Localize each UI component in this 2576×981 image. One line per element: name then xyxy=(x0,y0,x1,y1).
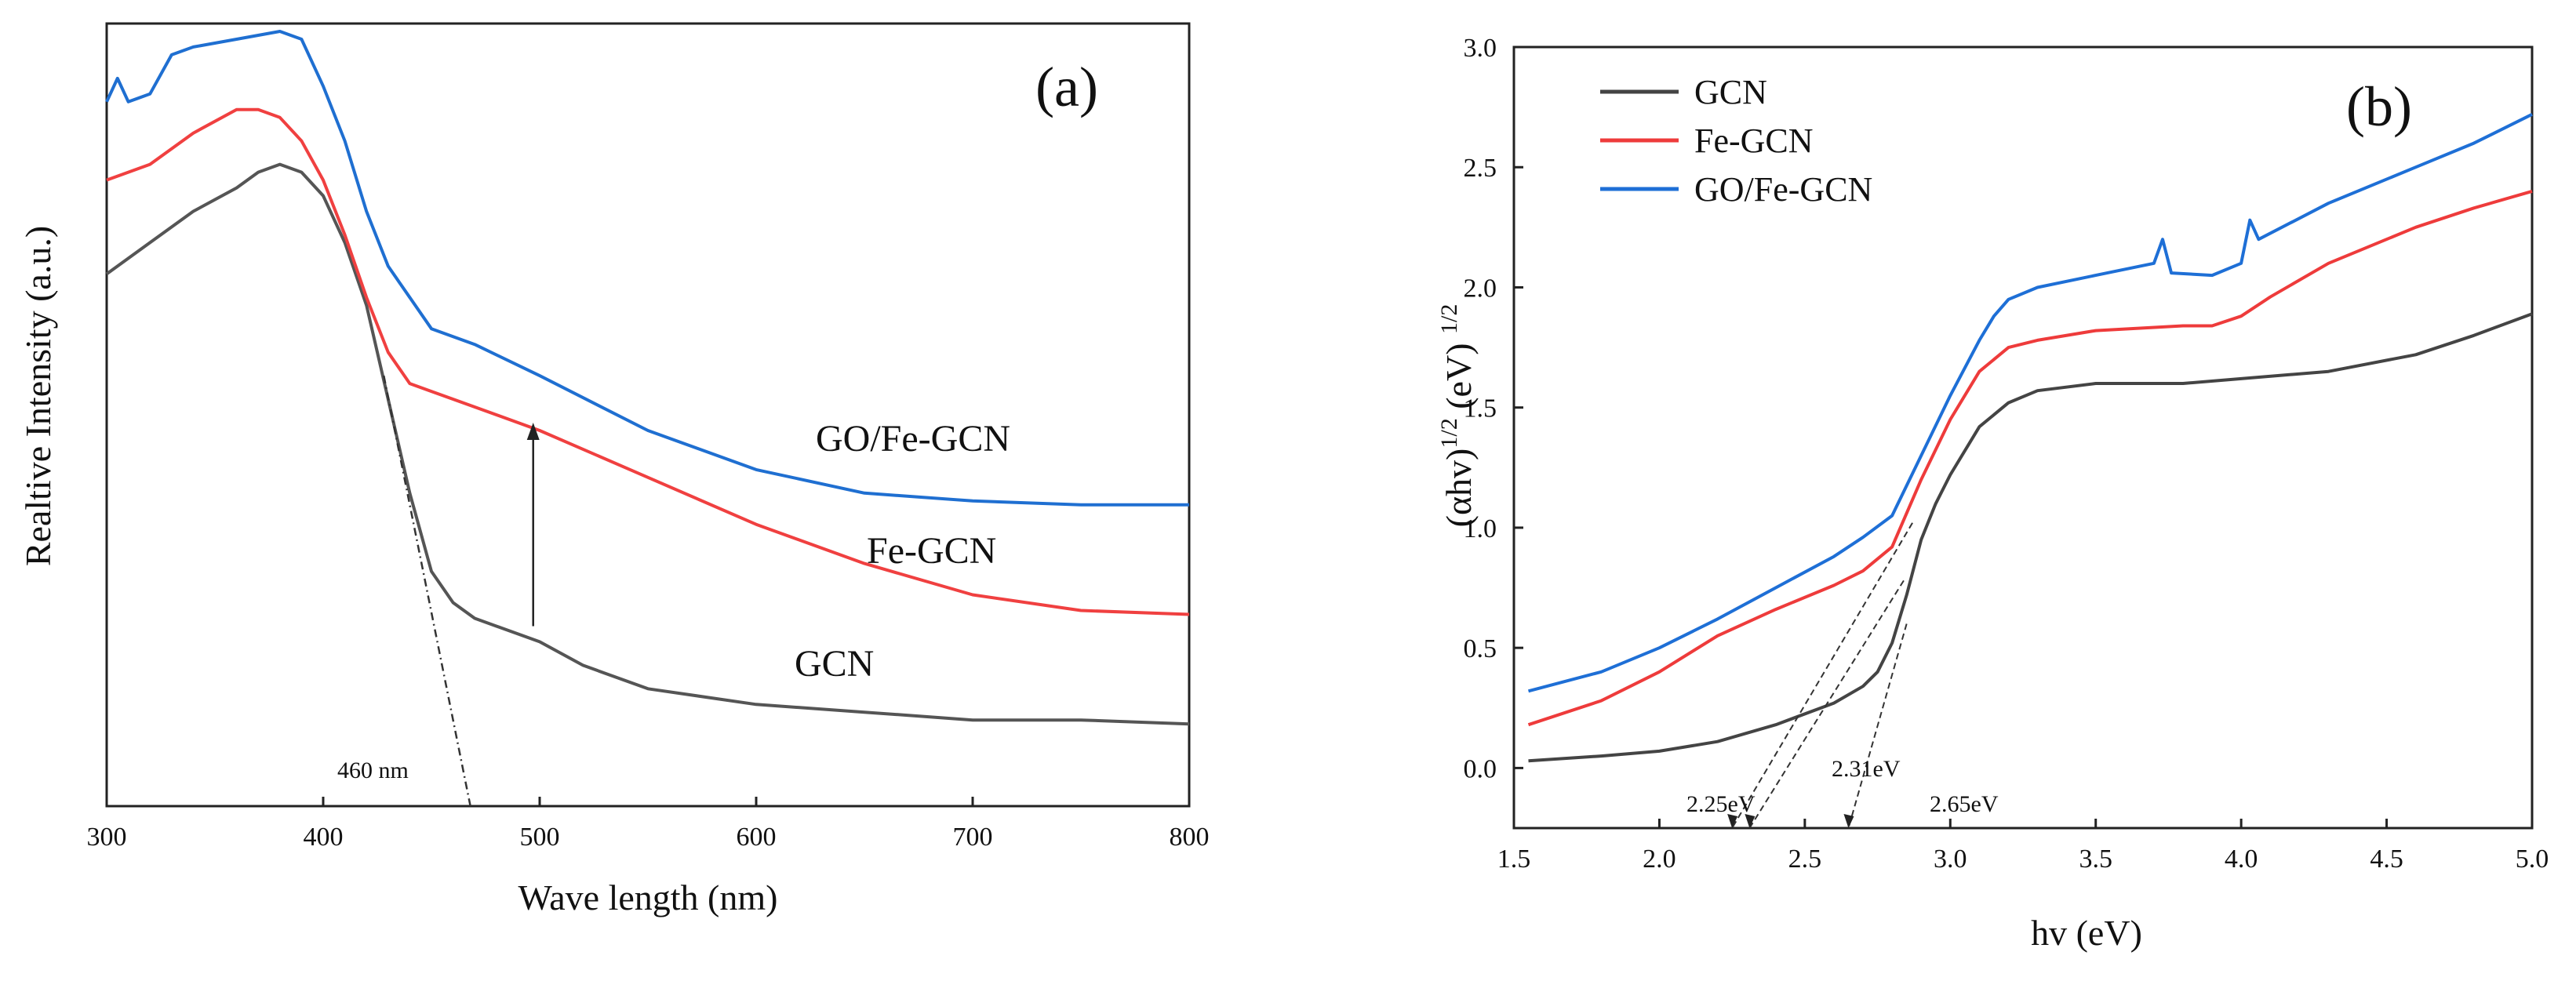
annotation-b-2-31ev: 2.31eV xyxy=(1832,756,1901,782)
arrow-head-a xyxy=(526,422,540,440)
series-line-a-fe-gcn xyxy=(106,107,1190,616)
y-tick-label-b-1.5: 1.5 xyxy=(1464,394,1497,423)
tangent-line-a xyxy=(383,375,471,807)
x-tick-label-b-4.5: 4.5 xyxy=(2370,845,2403,874)
tangent-line-b-2 xyxy=(1847,623,1908,829)
x-tick-label-a-800: 800 xyxy=(1170,823,1210,852)
x-tick-label-a-700: 700 xyxy=(953,823,993,852)
panel-label-a: (a) xyxy=(1035,56,1098,118)
x-tick-label-a-500: 500 xyxy=(520,823,560,852)
x-axis-title-b: hv (eV) xyxy=(2031,913,2142,953)
tangent-arrowhead-b-0 xyxy=(1727,814,1738,828)
x-ticks-a: 300 400 500 600 700 800 xyxy=(87,797,1210,852)
x-tick-label-b-5.0: 5.0 xyxy=(2516,845,2549,874)
tangent-arrowhead-b-1 xyxy=(1745,814,1756,828)
series-label-gcn: GCN xyxy=(795,643,874,685)
series-line-a-gcn xyxy=(105,162,1190,726)
series-lines-b xyxy=(1527,113,2533,763)
plot-frame-a xyxy=(105,22,1191,808)
y-tick-label-b-0.0: 0.0 xyxy=(1464,754,1497,783)
annotations-b: 2.25eV 2.31eV 2.65eV xyxy=(1686,522,1999,829)
y-axis-title-sup2: 1/2 xyxy=(1436,304,1462,334)
annotation-b-2-65ev: 2.65eV xyxy=(1930,791,1999,817)
annotation-460nm: 460 nm xyxy=(337,758,409,783)
x-tick-label-b-4.0: 4.0 xyxy=(2225,845,2258,874)
x-tick-label-b-3.5: 3.5 xyxy=(2079,845,2112,874)
tangent-line-b-1 xyxy=(1748,580,1905,829)
x-tick-label-a-600: 600 xyxy=(737,823,777,852)
legend-label-gcn: GCN xyxy=(1694,73,1767,111)
series-lines-a xyxy=(105,30,1190,726)
series-label-fe-gcn: Fe-GCN xyxy=(867,530,996,572)
legend-label-fe-gcn: Fe-GCN xyxy=(1694,122,1814,160)
tangent-line-b-0 xyxy=(1731,522,1913,829)
series-line-b-gcn xyxy=(1528,312,2533,763)
series-line-b-go-fe-gcn xyxy=(1527,113,2533,693)
y-axis-title-main: (αhv) xyxy=(1439,449,1479,528)
legend-b: GCN Fe-GCN GO/Fe-GCN xyxy=(1600,73,1872,209)
x-axis-title-a: Wave length (nm) xyxy=(518,877,778,917)
plot-frame-b xyxy=(1512,45,2534,830)
y-axis-title-unit: (eV) xyxy=(1439,334,1479,418)
axis-ticks-b: 1.5 2.0 2.5 3.0 3.5 4.0 4.5 5.0 0.0 0.5 1.0 1.5 2.0 2… xyxy=(1464,34,2549,874)
chart-a: (a) Wave length (nm) Realtive Intensity … xyxy=(18,22,1210,917)
chart-b: (b) hv (eV) (αhv)1/2 (eV) 1/2 1.5 2.0 2.5 3… xyxy=(1436,34,2549,953)
annotation-b-2-25ev: 2.25eV xyxy=(1686,791,1756,817)
y-axis-title-a: Realtive Intensity (a.u.) xyxy=(18,226,58,566)
y-tick-label-b-2.5: 2.5 xyxy=(1464,154,1497,183)
y-tick-label-b-2.0: 2.0 xyxy=(1464,274,1497,303)
x-tick-label-a-300: 300 xyxy=(87,823,127,852)
tangent-arrowhead-b-2 xyxy=(1843,814,1854,828)
y-tick-label-b-3.0: 3.0 xyxy=(1464,34,1497,63)
x-tick-label-b-1.5: 1.5 xyxy=(1497,845,1531,874)
x-tick-label-a-400: 400 xyxy=(304,823,344,852)
y-axis-title-sup1: 1/2 xyxy=(1436,418,1462,448)
legend-label-go-fe-gcn: GO/Fe-GCN xyxy=(1694,170,1872,209)
x-tick-label-b-2.5: 2.5 xyxy=(1788,845,1822,874)
x-tick-label-b-3.0: 3.0 xyxy=(1934,845,1967,874)
series-line-b-fe-gcn xyxy=(1527,189,2533,727)
series-label-go-fe-gcn: GO/Fe-GCN xyxy=(816,418,1010,460)
y-tick-label-b-0.5: 0.5 xyxy=(1464,634,1497,663)
y-tick-label-b-1.0: 1.0 xyxy=(1464,514,1497,543)
series-line-a-go-fe-gcn xyxy=(105,30,1189,507)
panel-label-b: (b) xyxy=(2346,75,2412,138)
x-tick-label-b-2.0: 2.0 xyxy=(1643,845,1676,874)
annotations-a xyxy=(383,375,540,807)
y-axis-title-b: (αhv)1/2 (eV) 1/2 xyxy=(1436,304,1479,528)
